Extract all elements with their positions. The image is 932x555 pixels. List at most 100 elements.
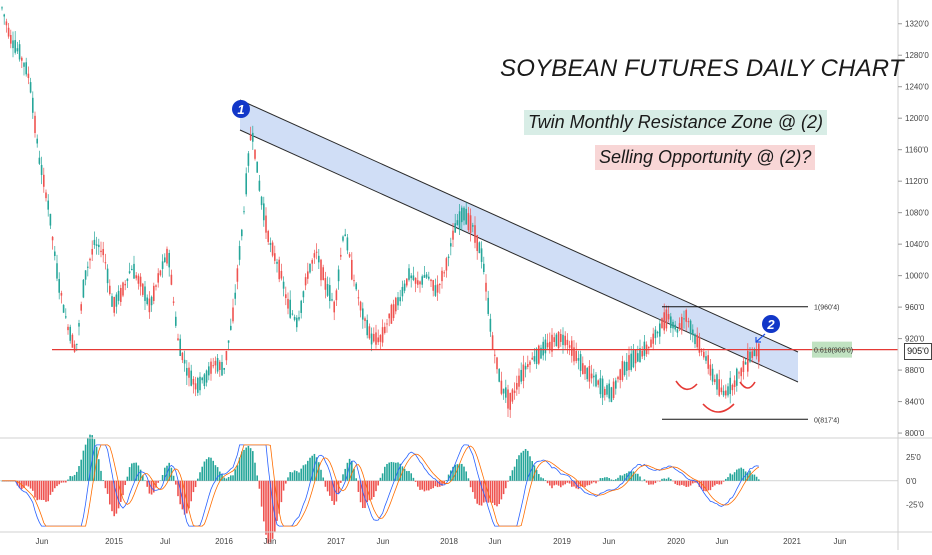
marker-2-label: 2 bbox=[766, 317, 775, 332]
osc-histogram-bar bbox=[498, 480, 500, 505]
osc-histogram-bar bbox=[230, 475, 232, 481]
osc-histogram-bar bbox=[562, 480, 564, 486]
osc-histogram-bar bbox=[478, 480, 481, 506]
candle-body bbox=[601, 378, 604, 398]
candle-body bbox=[491, 335, 494, 350]
osc-histogram-bar bbox=[181, 480, 184, 510]
candle-body bbox=[610, 387, 613, 402]
time-tick-label: Jun bbox=[603, 537, 616, 546]
candle-body bbox=[648, 346, 650, 349]
osc-histogram-bar bbox=[124, 480, 126, 486]
osc-histogram-bar bbox=[700, 480, 703, 490]
candle-body bbox=[117, 290, 120, 301]
candle-body bbox=[692, 329, 694, 335]
candle-body bbox=[181, 352, 184, 361]
osc-histogram-bar bbox=[513, 466, 516, 481]
osc-histogram-bar bbox=[351, 461, 353, 481]
osc-histogram-bar bbox=[670, 479, 672, 481]
osc-histogram-bar bbox=[364, 480, 366, 509]
candle-body bbox=[377, 337, 379, 343]
candle-body bbox=[267, 231, 269, 242]
osc-histogram-bar bbox=[571, 480, 573, 487]
candle-body bbox=[751, 351, 753, 358]
osc-histogram-bar bbox=[355, 478, 357, 481]
osc-histogram-bar bbox=[483, 480, 485, 503]
candle-body bbox=[161, 261, 164, 269]
osc-histogram-bar bbox=[718, 480, 720, 485]
candle-body bbox=[362, 308, 364, 320]
osc-histogram-bar bbox=[729, 473, 731, 481]
osc-histogram-bar bbox=[307, 460, 309, 481]
candle-body bbox=[260, 196, 263, 206]
candle-body bbox=[623, 362, 626, 375]
channel-lower-line bbox=[239, 129, 799, 383]
osc-histogram-bar bbox=[705, 480, 707, 492]
marker-1-label: 1 bbox=[237, 102, 244, 117]
osc-histogram-bar bbox=[329, 480, 331, 496]
price-tick-label: 920'0 bbox=[905, 335, 925, 344]
candle-body bbox=[500, 380, 503, 394]
osc-histogram-bar bbox=[586, 480, 588, 486]
resistance-note: Twin Monthly Resistance Zone @ (2) bbox=[524, 110, 828, 135]
candle-body bbox=[566, 339, 569, 345]
candle-body bbox=[577, 358, 580, 361]
time-tick-label: Jun bbox=[834, 537, 847, 546]
osc-histogram-bar bbox=[243, 449, 245, 481]
channel-upper-line bbox=[239, 99, 799, 353]
candle-body bbox=[227, 340, 230, 343]
osc-histogram-bar bbox=[738, 468, 740, 481]
price-tick-label: 1080'0 bbox=[905, 209, 929, 218]
candle-body bbox=[95, 244, 98, 247]
candle-body bbox=[542, 341, 544, 356]
candle-body bbox=[131, 268, 133, 271]
osc-histogram-bar bbox=[311, 455, 313, 481]
candle-body bbox=[359, 301, 362, 311]
candle-body bbox=[214, 360, 217, 366]
osc-histogram-bar bbox=[278, 480, 280, 514]
osc-histogram-bar bbox=[566, 480, 569, 483]
osc-histogram-bar bbox=[263, 480, 265, 522]
candle-body bbox=[84, 270, 87, 280]
candle-body bbox=[271, 242, 274, 256]
candle-body bbox=[5, 21, 8, 26]
osc-histogram-bar bbox=[441, 480, 443, 486]
candle-body bbox=[318, 255, 320, 263]
osc-histogram-bar bbox=[485, 480, 487, 502]
candle-body bbox=[47, 200, 49, 210]
osc-histogram-bar bbox=[665, 478, 668, 481]
marker-2-circle bbox=[762, 315, 780, 333]
candle-body bbox=[199, 376, 201, 391]
osc-histogram-bar bbox=[643, 479, 646, 481]
price-tick-label: 960'0 bbox=[905, 303, 925, 312]
candle-body bbox=[421, 276, 423, 285]
candle-body bbox=[69, 326, 71, 341]
osc-histogram-bar bbox=[639, 476, 641, 481]
osc-histogram-bar bbox=[619, 475, 621, 481]
osc-histogram-bar bbox=[135, 462, 137, 481]
osc-histogram-bar bbox=[344, 468, 346, 481]
osc-histogram-bar bbox=[612, 479, 615, 481]
osc-histogram-bar bbox=[573, 480, 575, 487]
osc-histogram-bar bbox=[731, 474, 734, 481]
osc-histogram-bar bbox=[95, 446, 98, 481]
price-tick-label: 880'0 bbox=[905, 366, 925, 375]
candle-body bbox=[56, 263, 58, 279]
candle-body bbox=[584, 365, 586, 374]
osc-histogram-bar bbox=[267, 480, 269, 544]
candle-body bbox=[197, 377, 199, 393]
candle-body bbox=[399, 297, 401, 302]
candle-body bbox=[718, 379, 720, 396]
osc-histogram-bar bbox=[707, 480, 709, 491]
osc-histogram-bar bbox=[509, 475, 511, 481]
candle-body bbox=[417, 280, 419, 285]
candle-body bbox=[58, 278, 60, 293]
candle-body bbox=[379, 335, 382, 342]
osc-histogram-bar bbox=[577, 480, 580, 490]
candle-body bbox=[337, 269, 340, 282]
candle-body bbox=[333, 301, 335, 313]
osc-histogram-bar bbox=[236, 465, 239, 481]
osc-histogram-bar bbox=[406, 471, 408, 481]
candle-body bbox=[507, 389, 509, 409]
